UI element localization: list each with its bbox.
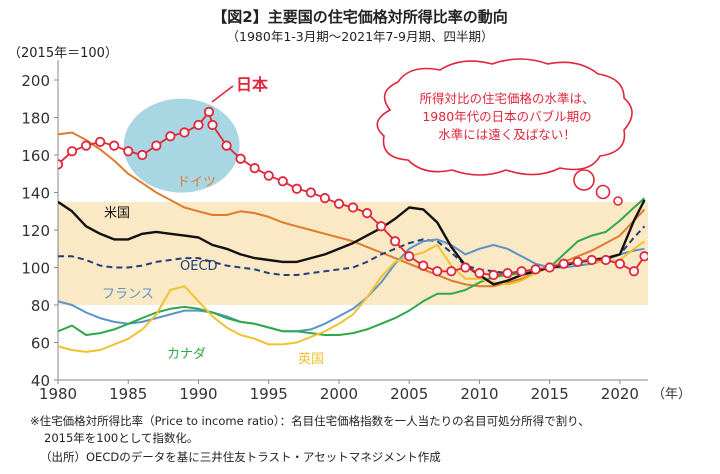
footnote-line-2: 2015年を100として指数化。 xyxy=(44,431,199,445)
thought-dot xyxy=(613,196,623,206)
series-layer xyxy=(58,106,648,353)
y-tick-label: 100 xyxy=(21,260,50,278)
series-point-japan xyxy=(263,170,274,181)
series-point-japan xyxy=(66,146,78,157)
series-point-japan xyxy=(460,262,471,273)
thought-dot xyxy=(573,169,595,191)
series-point-japan xyxy=(179,127,190,138)
series-label-japan: 日本 xyxy=(236,75,268,94)
series-point-japan xyxy=(488,269,499,281)
x-tick-label: 2005 xyxy=(390,385,428,403)
series-point-japan xyxy=(375,221,387,232)
x-tick-label: 1990 xyxy=(179,385,217,403)
bubble-cloud xyxy=(376,58,633,176)
y-tick-label: 60 xyxy=(31,335,50,353)
series-label-canada: カナダ xyxy=(167,347,206,362)
y-tick-label: 120 xyxy=(21,222,50,240)
thought-dot xyxy=(595,184,611,200)
series-point-japan xyxy=(249,163,260,174)
series-point-japan xyxy=(614,258,626,269)
series-point-japan xyxy=(305,187,316,198)
series-point-japan xyxy=(193,119,204,131)
series-label-uk: 英国 xyxy=(298,352,324,367)
x-tick-label: 1995 xyxy=(250,385,288,403)
series-point-japan xyxy=(95,136,106,147)
bubble-line-1: 所得対比の住宅価格の水準は、 xyxy=(419,91,594,106)
series-point-japan xyxy=(558,258,569,269)
series-point-japan xyxy=(474,268,485,279)
shaded-band xyxy=(58,201,648,305)
series-point-japan xyxy=(544,262,555,273)
series-point-japan xyxy=(347,202,359,213)
series-point-japan xyxy=(80,140,92,151)
series-point-japan xyxy=(207,119,218,131)
series-point-japan xyxy=(291,183,302,194)
axes: 40 60 80 100 120 140 160 180 200 1980 1985 1990 1995… xyxy=(21,60,648,403)
series-point-japan xyxy=(319,193,331,204)
series-point-japan xyxy=(628,266,640,277)
x-tick-label: 1980 xyxy=(39,385,77,403)
series-label-us: 米国 xyxy=(104,206,130,221)
bubble-line-3: 水準には遠く及ばない！ xyxy=(438,127,576,142)
series-point-japan xyxy=(639,251,648,262)
year-unit-label: （年） xyxy=(652,387,691,402)
series-point-japan xyxy=(572,256,583,267)
series-label-germany: ドイツ xyxy=(177,175,216,190)
series-point-japan xyxy=(151,140,162,151)
series-point-japan xyxy=(235,153,246,164)
x-tick-label: 2020 xyxy=(601,385,639,403)
series-point-japan xyxy=(137,149,148,161)
x-tick-label: 1985 xyxy=(109,385,147,403)
japan-label-leader xyxy=(211,85,234,103)
series-point-japan xyxy=(600,254,611,266)
series-point-japan xyxy=(221,140,232,151)
series-point-japan xyxy=(277,176,288,187)
bubble-line-2: 1980年代の日本のバブル期の xyxy=(422,109,591,124)
series-point-japan xyxy=(390,236,401,247)
x-tick-label: 2000 xyxy=(320,385,358,403)
series-point-japan xyxy=(418,260,429,271)
y-tick-label: 40 xyxy=(31,372,50,390)
series-point-japan xyxy=(586,254,597,266)
y-tick-label: 200 xyxy=(21,72,50,90)
x-tick-label: 2010 xyxy=(460,385,498,403)
footnote: ※住宅価格対所得比率（Price to income ratio）：名目住宅価格… xyxy=(30,413,590,447)
series-point-japan xyxy=(516,266,527,277)
series-point-japan xyxy=(165,131,176,142)
y-tick-label: 160 xyxy=(21,147,50,165)
series-point-japan xyxy=(58,159,64,170)
chart-title: 【図2】主要国の住宅価格対所得比率の動向 xyxy=(212,8,508,26)
speech-bubble: 所得対比の住宅価格の水準は、 1980年代の日本のバブル期の 水準には遠く及ばな… xyxy=(376,58,633,206)
x-tick-label: 2015 xyxy=(531,385,569,403)
series-point-japan xyxy=(530,264,541,275)
y-tick-label: 80 xyxy=(31,297,50,315)
series-point-japan xyxy=(432,266,443,277)
series-point-japan xyxy=(361,208,373,219)
series-point-japan xyxy=(404,251,415,262)
series-point-japan xyxy=(333,198,345,209)
series-point-japan xyxy=(123,146,134,157)
series-label-france: フランス xyxy=(102,287,154,302)
chart-subtitle: （1980年1-3月期～2021年7-9月期、四半期） xyxy=(226,29,494,44)
series-point-japan xyxy=(203,106,215,117)
series-label-oecd: OECD xyxy=(180,259,218,274)
footnote-line-1: ※住宅価格対所得比率（Price to income ratio）：名目住宅価格… xyxy=(30,414,590,428)
series-point-japan xyxy=(109,140,120,151)
y-tick-label: 180 xyxy=(21,110,50,128)
y-tick-label: 140 xyxy=(21,185,50,203)
source-note: （出所）OECDのデータを基に三井住友トラスト・アセットマネジメント作成 xyxy=(40,450,441,464)
series-point-japan xyxy=(446,266,457,277)
chart-svg: 40 60 80 100 120 140 160 180 200 1980 1985 1990 1995… xyxy=(21,58,691,403)
base-year-label: （2015年＝100） xyxy=(8,46,118,61)
series-point-japan xyxy=(502,268,513,279)
